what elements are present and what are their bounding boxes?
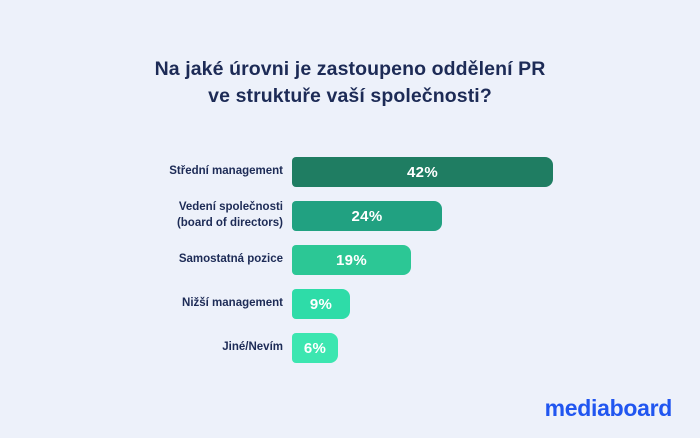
bar-label: Vedení společnosti (board of directors)	[176, 201, 283, 229]
bar: 24%	[292, 201, 442, 231]
bar-label: Jiné/Nevím	[222, 341, 283, 354]
bar-label: Samostatná pozice	[178, 253, 283, 266]
bar-value-label: 9%	[309, 295, 333, 313]
bar-label: Nižší management	[182, 297, 283, 310]
chart-row: Nižší management 9%	[148, 289, 568, 319]
bar-chart: Střední management 42% Vedení společnosti …	[148, 143, 568, 363]
bar-value-label: 6%	[303, 339, 327, 357]
page-title-line-2: ve struktuře vaší společnosti?	[208, 85, 492, 107]
bar: 19%	[292, 245, 411, 275]
page-title-line-1: Na jaké úrovni je zastoupeno oddělení PR	[154, 58, 546, 80]
bar: 6%	[292, 333, 338, 363]
bar: 9%	[292, 289, 350, 319]
chart-row: Jiné/Nevím 6%	[148, 333, 568, 363]
bar: 42%	[292, 157, 553, 187]
bar-value-label: 24%	[351, 207, 383, 225]
mediaboard-logo: mediaboard	[544, 395, 673, 421]
bar-value-label: 19%	[336, 251, 367, 269]
page-title: Na jaké úrovni je zastoupeno oddělení PR…	[0, 56, 700, 110]
bar-value-label: 42%	[407, 163, 438, 181]
chart-row: Střední management 42%	[148, 157, 568, 187]
chart-row: Vedení společnosti (board of directors) 2…	[148, 201, 568, 231]
bar-label: Střední management	[169, 165, 283, 178]
chart-row: Samostatná pozice 19%	[148, 245, 568, 275]
